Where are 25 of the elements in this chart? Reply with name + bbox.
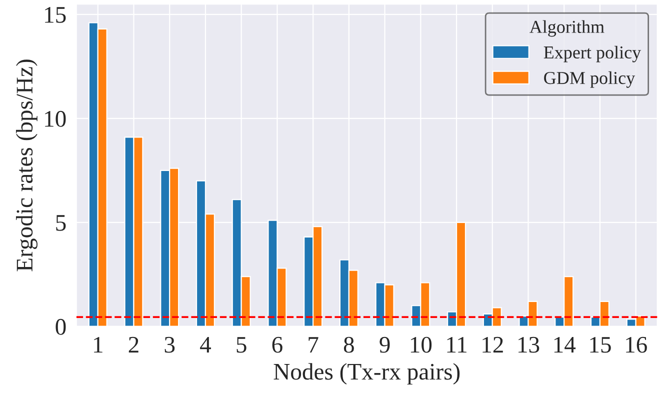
x-tick-label: 12 (482, 336, 503, 353)
y-tick-label: 0 (56, 318, 66, 335)
y-tick-label: 15 (45, 7, 66, 23)
legend-title: Algorithm (530, 20, 604, 37)
x-tick-label: 1 (94, 336, 102, 353)
x-tick-label: 9 (380, 336, 390, 353)
x-tick-label: 8 (344, 336, 354, 353)
y-tick-label: 10 (45, 110, 66, 127)
x-tick-label: 14 (554, 336, 576, 353)
x-tick-label: 5 (236, 337, 246, 353)
x-tick-label: 13 (518, 336, 540, 353)
x-tick-label: 2 (128, 336, 138, 353)
x-tick-label: 16 (626, 336, 647, 353)
x-tick-label: 11 (447, 336, 466, 353)
x-tick-label: 3 (164, 336, 175, 353)
x-tick-label: 10 (410, 336, 432, 353)
x-tick-label: 15 (590, 336, 611, 353)
x-axis-title: Nodes (Tx-rx pairs) (274, 363, 460, 385)
legend-label: Expert policy (544, 46, 642, 62)
y-tick-label: 5 (56, 215, 66, 231)
legend-label: GDM policy (544, 71, 636, 88)
y-axis-title: Ergodic rates (bps/Hz) (16, 60, 38, 272)
x-tick-label: 7 (308, 337, 318, 353)
x-tick-label: 6 (272, 336, 282, 353)
x-tick-label: 4 (200, 336, 212, 353)
